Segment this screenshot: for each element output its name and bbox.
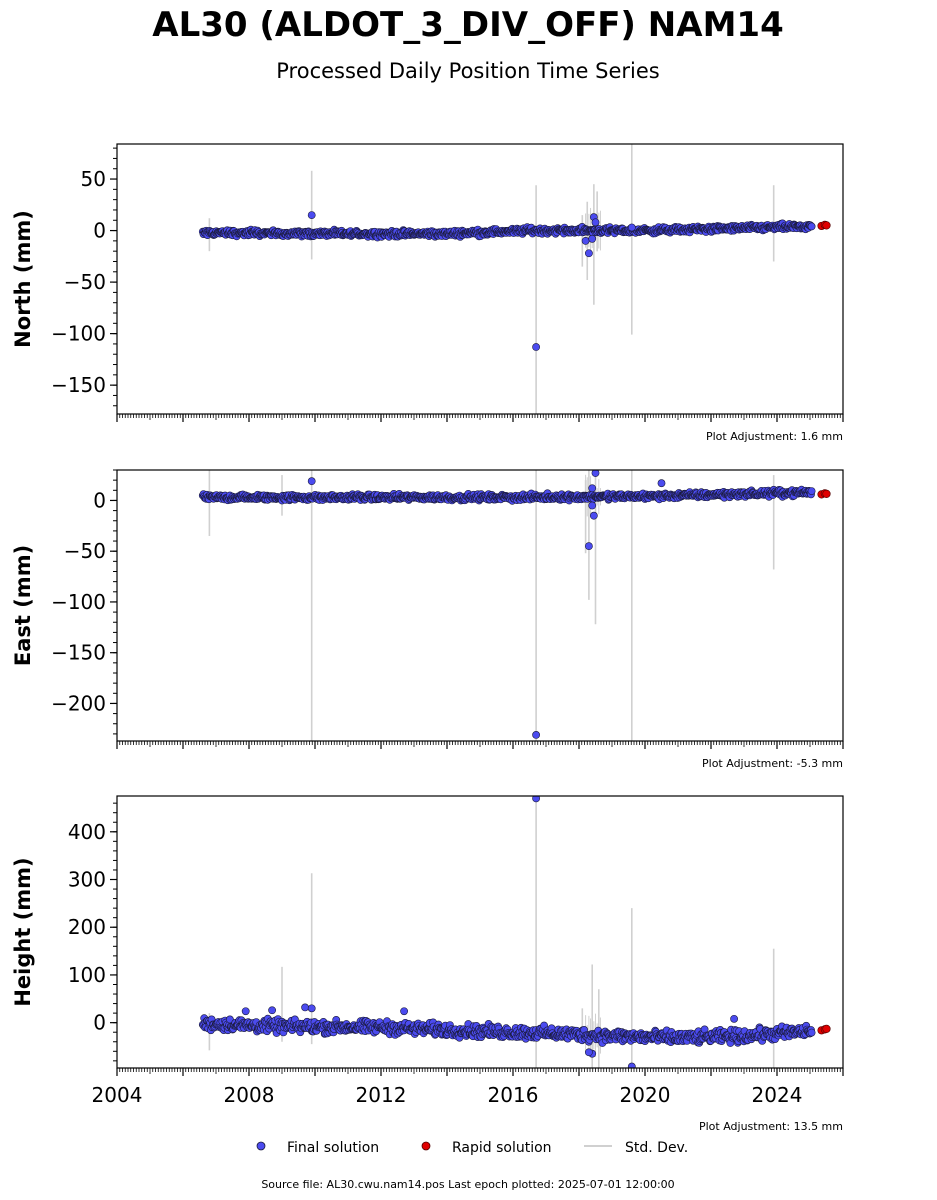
final-point <box>627 223 636 232</box>
rapid-point <box>822 221 831 230</box>
xtick-label: 2012 <box>356 1083 407 1107</box>
xtick-label: 2004 <box>92 1083 143 1107</box>
panels: 50 0 −50 −100 −150 North (mm) Plot Adjustment:… <box>11 143 844 1133</box>
plot-area-height <box>198 796 831 1068</box>
panel-north: 50 0 −50 −100 −150 North (mm) Plot Adjustment:… <box>11 143 844 443</box>
ytick-label: 100 <box>68 963 106 987</box>
final-point <box>585 1048 593 1057</box>
ytick-label: 400 <box>68 820 106 844</box>
xtick-label: 2016 <box>488 1083 539 1107</box>
final-point <box>241 1007 250 1016</box>
axes-frame-east <box>116 469 844 742</box>
rapid-point <box>822 1024 831 1033</box>
legend-std-label: Std. Dev. <box>625 1140 688 1156</box>
final-point <box>581 236 590 245</box>
final-point <box>591 470 600 477</box>
axes-frame-north <box>116 143 844 415</box>
xtick-label: 2008 <box>224 1083 275 1107</box>
rapid-point <box>822 489 831 498</box>
final-point <box>588 501 597 510</box>
ytick-label: 0 <box>93 1011 106 1035</box>
final-point <box>532 343 540 351</box>
final-point <box>585 542 593 551</box>
ytick-label: 300 <box>68 868 106 892</box>
final-point <box>307 477 316 486</box>
legend-rapid-marker <box>421 1141 431 1151</box>
plot-adjustment-north: Plot Adjustment: 1.6 mm <box>706 430 843 443</box>
final-point <box>301 1003 309 1012</box>
xtick-label: 2020 <box>620 1083 671 1107</box>
ytick-label: 200 <box>68 915 106 939</box>
ytick-label: −150 <box>51 641 106 665</box>
final-point <box>268 1006 276 1015</box>
final-point <box>589 511 598 520</box>
ytick-label: 50 <box>81 167 106 191</box>
final-point <box>400 1007 408 1016</box>
footer-source: Source file: AL30.cwu.nam14.pos Last epo… <box>261 1178 674 1191</box>
final-point <box>807 487 816 495</box>
panel-east: 0 −50 −100 −150 −200 East (mm) Plot Adjustment… <box>11 469 844 770</box>
plot-area-east <box>198 470 831 741</box>
final-point <box>588 234 597 243</box>
final-point <box>588 484 597 493</box>
legend-final-marker <box>256 1141 266 1151</box>
ytick-label: −100 <box>51 590 106 614</box>
legend-rapid-label: Rapid solution <box>452 1140 552 1156</box>
legend: Final solution Rapid solution Std. Dev. <box>256 1140 688 1156</box>
final-point <box>585 249 593 258</box>
ytick-label: −50 <box>64 539 106 563</box>
final-point <box>591 218 600 227</box>
plot-adjustment-east: Plot Adjustment: -5.3 mm <box>702 757 843 770</box>
final-point <box>730 1014 738 1023</box>
ylabel-north: North (mm) <box>11 210 35 348</box>
ylabel-height: Height (mm) <box>11 857 35 1006</box>
figure-subtitle: Processed Daily Position Time Series <box>276 59 660 83</box>
ytick-label: −200 <box>51 691 106 715</box>
final-point <box>807 1028 816 1037</box>
panel-height: 400 300 200 100 0 2004 2008 2012 2016 2020 2024 Hei… <box>11 795 844 1133</box>
plot-adjustment-height: Plot Adjustment: 13.5 mm <box>699 1120 843 1133</box>
xtick-label: 2024 <box>752 1083 803 1107</box>
plot-area-north <box>198 144 831 414</box>
figure-title: AL30 (ALDOT_3_DIV_OFF) NAM14 <box>152 5 783 45</box>
final-point <box>807 222 816 231</box>
ytick-label: −150 <box>51 373 106 397</box>
final-point <box>532 731 540 739</box>
ytick-label: 0 <box>93 219 106 243</box>
final-point <box>307 211 316 220</box>
ytick-label: −50 <box>64 270 106 294</box>
ylabel-east: East (mm) <box>11 545 35 666</box>
legend-final-label: Final solution <box>287 1140 379 1156</box>
final-point <box>657 479 666 488</box>
ytick-label: 0 <box>93 488 106 512</box>
final-point <box>307 1004 316 1013</box>
ytick-label: −100 <box>51 322 106 346</box>
